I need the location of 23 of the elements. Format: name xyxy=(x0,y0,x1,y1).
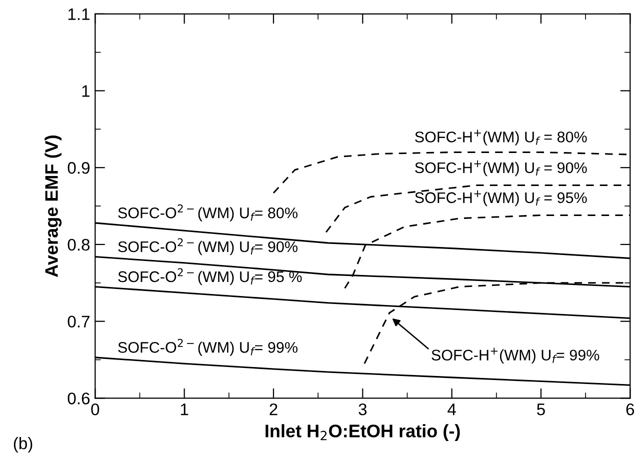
x-tick-label: 3 xyxy=(358,403,367,416)
x-tick-label: 0 xyxy=(91,403,100,416)
annotation: SOFC-O$^{2−}$(WM) U$_{f}$= 90% xyxy=(118,238,298,256)
y-tick-label: 0.9 xyxy=(68,162,90,174)
x-tick-label: 4 xyxy=(448,404,456,416)
x-tick-label: 1 xyxy=(180,404,188,416)
y-tick-label: 1 xyxy=(82,85,90,97)
y-tick-label: 1.1 xyxy=(68,8,90,20)
y-tick-label: 0.8 xyxy=(68,238,90,251)
y-tick-label: 0.6 xyxy=(68,392,90,404)
annotation: SOFC-H$^{+}$(WM) U$_{f}$ = 95% xyxy=(415,190,587,206)
annotation: SOFC-H$^{+}$(WM) U$_{f}$= 99% xyxy=(432,348,600,364)
annotation: SOFC-H$^{+}$(WM) U$_{f}$ = 90% xyxy=(415,160,587,176)
y-tick-label: 0.7 xyxy=(68,316,90,328)
annotation: SOFC-H$^{+}$(WM) U$_{f}$ = 80% xyxy=(415,130,587,146)
x-tick-label: 6 xyxy=(626,403,634,416)
x-tick-label: 5 xyxy=(537,404,545,416)
y-axis-title: Average EMF (V) xyxy=(44,136,62,277)
annotation: SOFC-O$^{2−}$(WM) U$_{f}$= 80% xyxy=(118,204,298,222)
text: (b) xyxy=(14,437,32,453)
annotation: SOFC-O$^{2−}$(WM) U$_{f}$= 99% xyxy=(118,338,298,356)
x-axis-title: Inlet H$_{2}$O:EtOH ratio (-) xyxy=(266,424,460,441)
x-tick-label: 2 xyxy=(270,403,278,416)
